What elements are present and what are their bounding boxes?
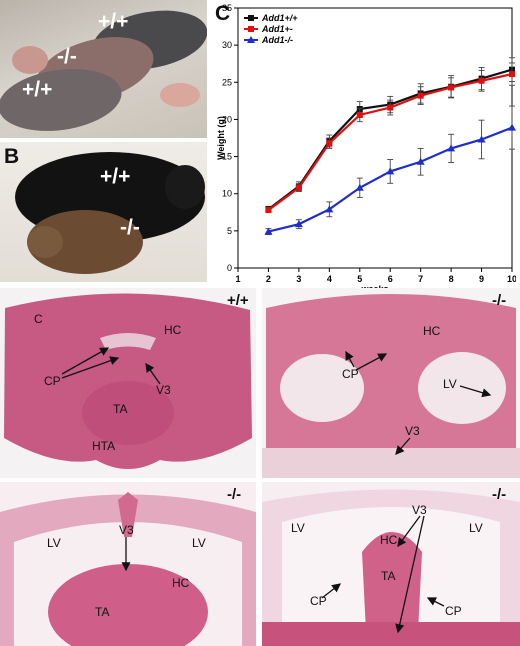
point-1-1: [295, 184, 302, 191]
histology-tr-label-v3: V3: [405, 424, 420, 438]
x-tick-label-7: 7: [418, 274, 423, 284]
histology-tl-label-ta: TA: [113, 402, 128, 416]
panel-b-letter: B: [4, 145, 20, 168]
histology-bl-label-ta: TA: [95, 605, 110, 619]
point-1-8: [509, 71, 515, 78]
x-tick-label-10: 10: [507, 274, 516, 284]
x-tick-label-6: 6: [388, 274, 393, 284]
x-tick-label-1: 1: [235, 274, 240, 284]
histology-tl-label-hta: HTA: [92, 439, 116, 453]
histology-tl-label-c: C: [34, 312, 43, 326]
y-tick-label-15: 15: [222, 152, 232, 162]
histology-bl-label-lv2: LV: [192, 536, 206, 550]
y-tick-label-0: 0: [227, 263, 232, 273]
panel-c-letter: C: [215, 2, 231, 25]
point-1-6: [448, 84, 455, 91]
histology-tl-label-hc: HC: [164, 323, 182, 337]
point-1-2: [326, 140, 333, 147]
histology-br-genotype: -/-: [492, 486, 507, 503]
weight-chart: 0 5 10 15 20 25 30 35 1 2 3 4 5 6 7 8 9 10 weeks Weight (g)…: [216, 3, 516, 290]
panel-b-photo: [0, 142, 207, 282]
legend-marker-0: [248, 15, 254, 21]
adult-mice-image: [15, 152, 205, 274]
histology-br-label-hc: HC: [380, 533, 398, 547]
histology-bl: [0, 482, 256, 646]
point-1-7: [478, 77, 485, 84]
point-2-8: [508, 123, 516, 131]
legend-label-0: Add1+/+: [261, 13, 298, 23]
point-2-7: [477, 135, 486, 143]
point-2-3: [355, 183, 364, 191]
histology-tl-label-cp: CP: [44, 374, 61, 388]
histology-tr: [262, 288, 520, 478]
histology-tl-label-v3: V3: [156, 383, 171, 397]
histology-br: [262, 482, 520, 646]
histology-tr-genotype: -/-: [492, 292, 507, 309]
mouse-pups-image: [0, 10, 207, 131]
point-1-5: [417, 92, 424, 99]
y-tick-label-5: 5: [227, 226, 232, 236]
y-tick-label-25: 25: [222, 77, 232, 87]
point-2-2: [325, 205, 334, 213]
y-tick-label-35: 35: [222, 3, 232, 13]
y-tick-label-30: 30: [222, 40, 232, 50]
legend-marker-1: [248, 26, 254, 32]
panel-a-label-1: +/+: [98, 10, 129, 33]
histology-tl-genotype: +/+: [227, 292, 249, 309]
y-tick-label-20: 20: [222, 114, 232, 124]
y-axis-label: Weight (g): [216, 116, 226, 160]
point-2-6: [447, 144, 456, 152]
histology-tr-label-lv: LV: [443, 377, 457, 391]
histology-tr-label-hc: HC: [423, 324, 441, 338]
legend-marker-2: [247, 36, 255, 43]
histology-bl-label-hc: HC: [172, 576, 190, 590]
histology-bl-label-lv1: LV: [47, 536, 61, 550]
x-tick-label-8: 8: [449, 274, 454, 284]
x-axis-label: weeks: [360, 284, 388, 290]
legend-label-1: Add1+-: [261, 24, 293, 34]
histology-br-label-ta: TA: [381, 569, 396, 583]
x-tick-label-3: 3: [296, 274, 301, 284]
histology-bl-genotype: -/-: [227, 486, 242, 503]
point-1-3: [356, 111, 363, 118]
histology-bl-label-v3: V3: [119, 523, 134, 537]
histology-br-label-cp1: CP: [310, 594, 327, 608]
x-tick-label-9: 9: [479, 274, 484, 284]
histology-br-label-lv1: LV: [291, 521, 305, 535]
point-2-1: [294, 220, 303, 228]
histology-br-label-lv2: LV: [469, 521, 483, 535]
panel-a-label-3: +/+: [22, 78, 53, 101]
histology-tr-label-cp: CP: [342, 367, 359, 381]
panel-a-label-2: -/-: [57, 45, 77, 68]
legend-label-2: Add1-/-: [261, 35, 293, 45]
histology-br-label-v3: V3: [412, 503, 427, 517]
x-tick-label-2: 2: [266, 274, 271, 284]
point-1-4: [387, 104, 394, 111]
panel-b-label-1: +/+: [100, 165, 131, 188]
x-tick-label-5: 5: [357, 274, 362, 284]
x-tick-label-4: 4: [327, 274, 332, 284]
series-line-0: [267, 68, 513, 211]
panel-a-photo: [0, 0, 207, 138]
point-2-5: [416, 157, 425, 165]
histology-tl: [0, 288, 256, 478]
histology-br-label-cp2: CP: [445, 604, 462, 618]
point-1-0: [265, 207, 272, 214]
y-tick-label-10: 10: [222, 189, 232, 199]
panel-b-label-2: -/-: [120, 216, 140, 239]
point-2-0: [264, 227, 273, 235]
point-2-4: [386, 167, 395, 175]
